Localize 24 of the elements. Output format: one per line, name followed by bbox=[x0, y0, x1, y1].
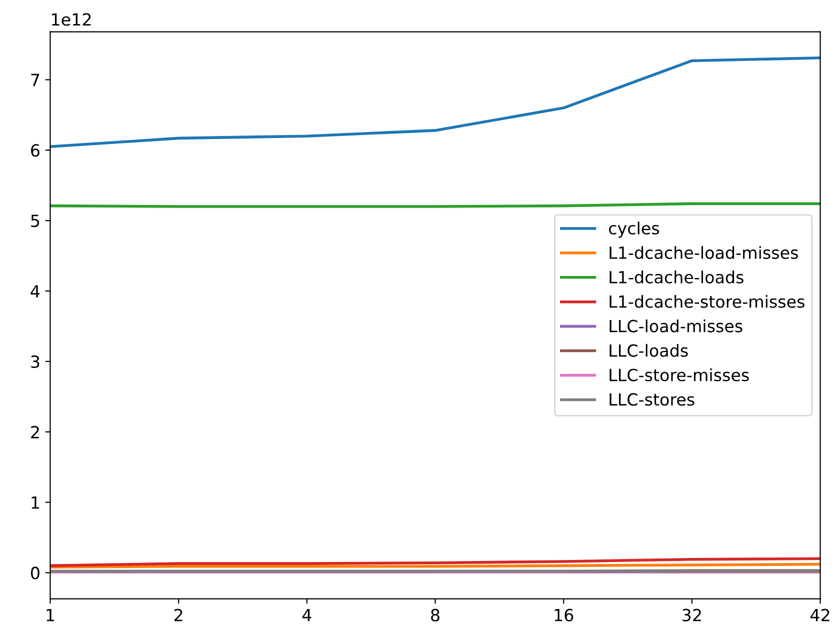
x-tick-label: 1 bbox=[46, 609, 54, 622]
x-tick-label: 8 bbox=[431, 608, 440, 622]
legend-label: L1-dcache-load-misses bbox=[610, 246, 798, 259]
legend-label: LLC-stores bbox=[610, 393, 694, 406]
legend-label: LLC-load-misses bbox=[610, 319, 742, 332]
y-tick-label: 1 bbox=[32, 496, 39, 509]
legend-label: LLC-loads bbox=[610, 344, 688, 357]
y-tick-label: 2 bbox=[31, 426, 39, 438]
x-tick-label: 42 bbox=[810, 608, 830, 622]
legend-label: LLC-store-misses bbox=[610, 368, 749, 382]
x-tick-label: 2 bbox=[174, 608, 182, 622]
legend-label: L1-dcache-loads bbox=[610, 270, 744, 284]
legend-label: L1-dcache-store-misses bbox=[610, 295, 804, 308]
x-tick-label: 32 bbox=[682, 608, 701, 622]
text: 1e12 bbox=[52, 13, 91, 26]
x-tick-label: 4 bbox=[302, 609, 312, 622]
y-tick-label: 7 bbox=[31, 74, 40, 86]
y-tick-label: 3 bbox=[31, 355, 40, 368]
y-tick-label: 4 bbox=[30, 285, 40, 298]
x-tick-label: 16 bbox=[554, 608, 574, 622]
legend-label: cycles bbox=[608, 222, 660, 238]
y-tick-label: 5 bbox=[31, 214, 40, 228]
y-tick-label: 6 bbox=[31, 144, 40, 157]
y-tick-label: 0 bbox=[30, 566, 40, 580]
